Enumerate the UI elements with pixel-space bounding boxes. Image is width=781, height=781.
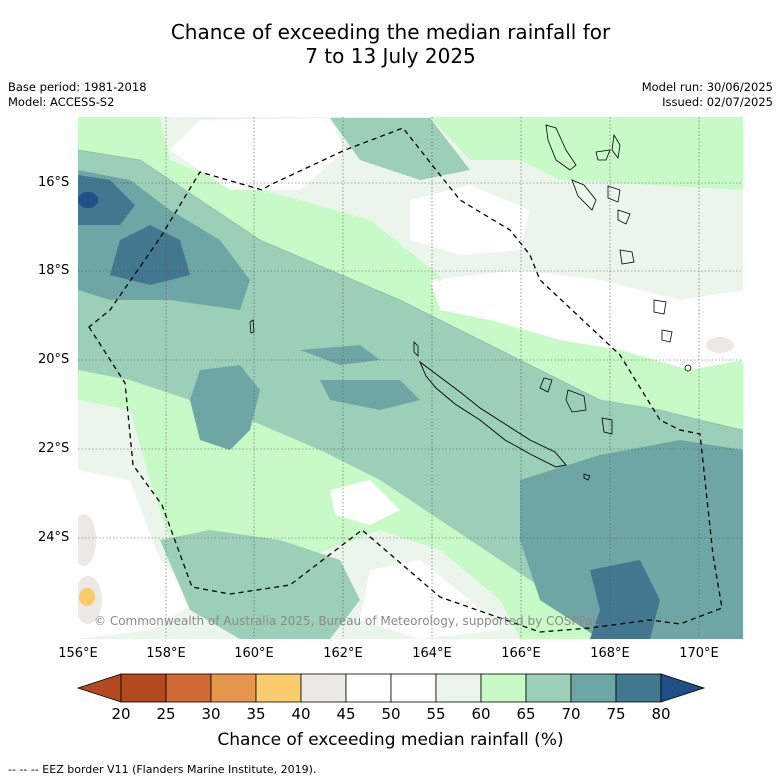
colorbar-tick-40: 40 [291,705,311,723]
field-75-80-south [590,560,660,639]
colorbar-tick-75: 75 [606,705,626,723]
contour-line [78,149,743,431]
colorbar-40-45 [300,673,347,703]
colorbar-tick-50: 50 [381,705,401,723]
colorbar-tick-25: 25 [156,705,176,723]
meta-right: Model run: 30/06/2025 Issued: 02/07/2025 [642,80,773,110]
issued-date: Issued: 02/07/2025 [662,95,773,109]
eez-legend-note: -- -- -- EEZ border V11 (Flanders Marine… [8,763,317,776]
lat-label-20s: 20°S [38,352,70,367]
lat-label-24s: 24°S [38,530,70,545]
field-65-70-north [330,118,470,180]
lon-label-168e: 168°E [590,646,630,661]
colorbar-55-60 [435,673,482,703]
field-75-80-west [78,175,135,225]
graticule [78,117,743,639]
lon-label-164e: 164°E [412,646,452,661]
lat-label-22s: 22°S [38,441,70,456]
map-field [78,117,743,639]
lon-label-162e: 162°E [323,646,363,661]
field-45-55-e [330,480,400,525]
field-45-55-b [410,185,530,255]
field-40-45-c [706,337,734,353]
lat-label-16s: 16°S [38,175,70,190]
field-40-45-a [78,514,96,566]
field-75-80-west2 [110,225,190,285]
lon-label-170e: 170°E [679,646,719,661]
colorbar-left-extension [76,673,122,703]
colorbar-70-75 [570,673,617,703]
belep-island [413,341,419,357]
chesterfield-islet [249,319,255,334]
field-45-55-a [170,118,345,190]
hunter-island [661,329,673,343]
field-70-75-southeast [520,440,743,639]
isle-of-pines [583,473,591,481]
base-period: Base period: 1981-2018 [8,80,147,94]
title-line-2: 7 to 13 July 2025 [305,44,476,68]
copyright-notice: © Commonwealth of Australia 2025, Bureau… [94,614,600,628]
lon-label-156e: 156°E [58,646,98,661]
new-caledonia-island [418,360,567,468]
model-name: Model: ACCESS-S2 [8,95,115,109]
vanuatu-efate [617,209,631,225]
colorbar-tick-55: 55 [426,705,446,723]
colorbar-tick-65: 65 [516,705,536,723]
small-islet [684,364,692,372]
field-70-75-mid [320,380,420,410]
lon-label-166e: 166°E [501,646,541,661]
colorbar-tick-80: 80 [651,705,671,723]
colorbar-30-35 [210,673,257,703]
field-35-40 [79,588,95,606]
meta-left: Base period: 1981-2018 Model: ACCESS-S2 [8,80,147,110]
colorbar-tick-60: 60 [471,705,491,723]
lat-label-18s: 18°S [38,263,70,278]
colorbar-tick-70: 70 [561,705,581,723]
colorbar-label: Chance of exceeding median rainfall (%) [217,730,564,750]
model-run: Model run: 30/06/2025 [641,80,773,94]
lon-label-158e: 158°E [146,646,186,661]
map-title: Chance of exceeding the median rainfall … [0,20,781,68]
field-70-75-small [300,345,380,365]
colorbar-tick-30: 30 [201,705,221,723]
field-45-55-f [360,560,500,639]
colorbar-25-30 [165,673,212,703]
colorbar-45-50 [345,673,392,703]
colorbar-35-40 [255,673,302,703]
colorbar-tick-35: 35 [246,705,266,723]
vanuatu-tanna [619,249,635,265]
lon-label-160e: 160°E [234,646,274,661]
title-line-1: Chance of exceeding the median rainfall … [170,20,611,44]
colorbar-50-55 [390,673,437,703]
field-65-70-south [160,530,360,639]
colorbar-20-25 [120,673,167,703]
field-70-75-central [190,365,260,450]
colorbar-tick-45: 45 [336,705,356,723]
vanuatu-maewo [611,133,621,160]
vanuatu-epi [607,185,621,203]
vanuatu-ambae [595,149,611,161]
colorbar-60-65 [480,673,527,703]
field-80-plus [78,192,98,208]
colorbar-75-80 [615,673,662,703]
vanuatu-espiritu-santo [545,124,577,171]
colorbar-tick-20: 20 [111,705,131,723]
colorbar-65-70 [525,673,572,703]
colorbar-right-extension [660,673,706,703]
loyalty-island-1 [539,377,553,393]
eez-border [88,127,723,633]
vanuatu-malekula [571,179,597,211]
loyalty-island-2 [565,389,587,413]
loyalty-island-3 [601,417,613,435]
matthew-island [653,299,667,315]
field-45-55-c [430,270,743,370]
field-45-55-d [78,470,200,639]
